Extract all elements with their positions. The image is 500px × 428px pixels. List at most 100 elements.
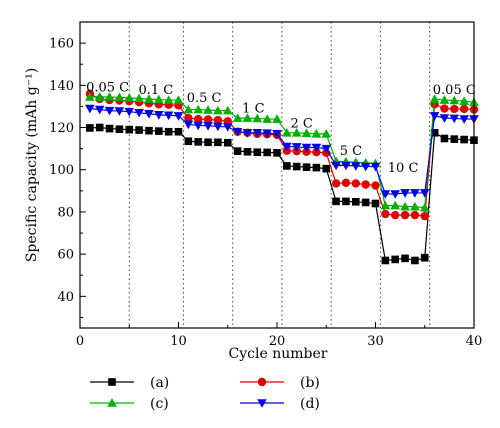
data-point [419, 202, 430, 212]
y-tick-label: 120 [49, 121, 74, 136]
data-point [311, 129, 322, 138]
data-point [371, 199, 380, 208]
data-point [144, 110, 154, 119]
data-point [262, 129, 272, 139]
data-point [351, 179, 360, 188]
data-point [400, 201, 410, 211]
data-point [222, 105, 233, 115]
data-point [233, 147, 242, 155]
data-point [154, 111, 164, 120]
data-point [194, 138, 202, 146]
data-point [85, 92, 95, 101]
rate-label: 10 C [388, 161, 419, 176]
data-point [114, 107, 125, 116]
data-point [410, 210, 420, 220]
data-point [94, 105, 105, 115]
rate-label: 0.05 C [433, 83, 476, 98]
data-point [291, 127, 302, 137]
data-point [360, 162, 371, 172]
data-point [342, 197, 350, 206]
data-point [302, 163, 311, 171]
series-0 [86, 123, 478, 265]
legend-marker [257, 399, 267, 408]
data-point [459, 96, 469, 105]
data-point [381, 209, 390, 219]
data-point [203, 122, 213, 131]
data-point [184, 113, 193, 123]
data-point [174, 127, 183, 136]
data-point [124, 93, 135, 102]
legend-marker [108, 378, 116, 386]
data-point [104, 92, 115, 101]
data-point [439, 95, 450, 104]
data-point [381, 256, 390, 265]
data-point [420, 211, 429, 221]
data-point [173, 112, 184, 121]
data-point [253, 148, 262, 157]
data-point [223, 138, 232, 147]
data-point [459, 115, 469, 124]
data-point [115, 125, 124, 134]
data-point [430, 128, 439, 137]
legend-item-3: (d) [240, 396, 320, 412]
data-point [380, 200, 391, 210]
legend-label: (c) [150, 396, 169, 412]
data-point [301, 143, 312, 153]
rate-labels: 0.05 C 0.1 C 0.5 C 1 C 2 C 5 C 10 C 0.05 C [86, 81, 476, 176]
data-point [203, 105, 213, 114]
rate-label: 0.5 C [187, 91, 222, 106]
series-1 [85, 89, 479, 221]
data-point [411, 256, 419, 265]
data-point [321, 129, 332, 138]
data-point [222, 123, 233, 132]
data-point [400, 189, 410, 198]
data-point [459, 104, 469, 114]
x-tick-label: 40 [466, 334, 483, 349]
data-point [213, 122, 223, 132]
data-point [273, 149, 281, 157]
data-point [193, 104, 203, 114]
data-point [145, 126, 153, 135]
rate-label: 2 C [290, 117, 312, 132]
series-line-2 [89, 96, 475, 209]
y-tick-label: 60 [57, 248, 74, 263]
data-point [440, 134, 449, 143]
data-point [440, 104, 449, 113]
legend-marker [107, 398, 117, 407]
data-point [449, 95, 460, 105]
data-point [262, 114, 272, 123]
data-point [183, 104, 194, 114]
data-point [401, 254, 409, 263]
y-tick-label: 40 [57, 290, 74, 305]
data-point [282, 127, 292, 137]
data-point [361, 180, 370, 189]
data-point [419, 189, 430, 198]
x-tick-label: 10 [170, 334, 187, 349]
data-point [213, 105, 223, 115]
data-point [184, 137, 193, 146]
data-point [370, 162, 381, 172]
data-point [420, 253, 429, 262]
data-point [204, 138, 212, 147]
x-axis-title: Cycle number [229, 346, 328, 362]
data-point [341, 178, 351, 188]
y-axis-title: Specific capacity (mAh g⁻¹) [24, 68, 40, 262]
data-point [163, 95, 174, 104]
rate-label: 0.05 C [86, 81, 129, 96]
series-line-0 [89, 126, 475, 262]
x-tick-label: 20 [269, 334, 286, 349]
data-point [390, 190, 400, 199]
series-line-1 [89, 93, 475, 217]
data-point [164, 127, 173, 136]
data-point [460, 135, 468, 144]
data-point [242, 113, 253, 122]
data-point [194, 114, 203, 124]
rate-label: 1 C [242, 102, 264, 117]
data-point [439, 114, 450, 123]
data-point [134, 93, 144, 103]
data-point [125, 125, 134, 134]
legend-label: (b) [300, 375, 320, 391]
data-point [331, 161, 341, 171]
data-point [95, 123, 104, 132]
